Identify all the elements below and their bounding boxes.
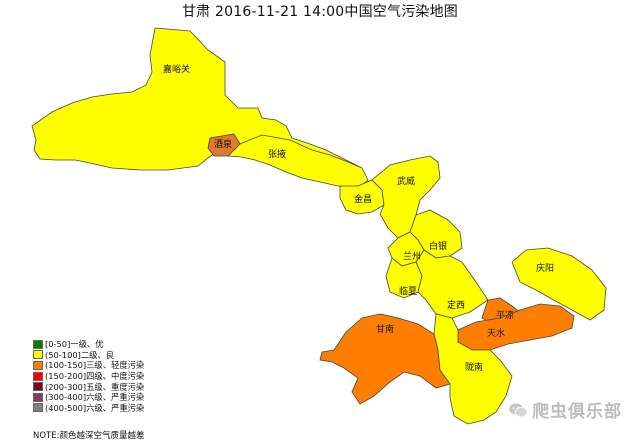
region-longnan[interactable] — [433, 313, 513, 425]
legend-swatch — [33, 339, 43, 349]
label-lanzhou: 兰州 — [403, 250, 421, 262]
label-jiuquan: 酒泉 — [214, 138, 232, 150]
legend-swatch — [33, 382, 43, 392]
region-qingyang[interactable] — [511, 247, 607, 321]
legend-item: (150-200]四级、中度污染 — [33, 371, 144, 382]
legend-swatch — [33, 350, 43, 360]
label-baiyin: 白银 — [429, 240, 447, 252]
label-jiayuguan: 嘉峪关 — [163, 63, 190, 75]
label-longnan: 陇南 — [465, 361, 483, 373]
legend-swatch — [33, 360, 43, 370]
label-qingyang: 庆阳 — [536, 262, 554, 274]
label-tianshui: 天水 — [487, 327, 505, 339]
legend-item: (400-500]六级、严重污染 — [33, 403, 144, 414]
wechat-icon — [509, 403, 528, 417]
legend: [0-50]一级、优 (50-100]二级、良 (100-150]三级、轻度污染… — [33, 339, 144, 413]
legend-item: (200-300]五级、重度污染 — [33, 381, 144, 392]
legend-swatch — [33, 403, 43, 413]
note-text: NOTE:颜色越深空气质量越差 — [33, 431, 145, 441]
region-jinchang[interactable] — [339, 179, 385, 215]
watermark: 爬虫俱乐部 — [508, 397, 622, 422]
label-linxia: 临夏 — [399, 285, 417, 297]
region-dingxi[interactable] — [415, 249, 489, 319]
label-pingliang: 平凉 — [496, 309, 514, 321]
label-gannan: 甘南 — [376, 323, 394, 335]
legend-item: [0-50]一级、优 — [33, 339, 144, 350]
map-title: 甘肃 2016-11-21 14:00中国空气污染地图 — [181, 4, 458, 20]
legend-item: (50-100]二级、良 — [33, 350, 144, 361]
label-dingxi: 定西 — [447, 299, 465, 311]
watermark-text: 爬虫俱乐部 — [532, 402, 622, 422]
legend-swatch — [33, 371, 43, 381]
region-jiuquan-city[interactable] — [207, 133, 241, 157]
label-wuwei: 武威 — [397, 175, 415, 187]
region-wuwei[interactable] — [371, 155, 441, 239]
label-zhangye: 张掖 — [268, 148, 286, 160]
legend-swatch — [33, 392, 43, 402]
legend-item: (100-150]三级、轻度污染 — [33, 360, 144, 371]
region-gannan[interactable] — [319, 313, 451, 405]
legend-item: (300-400]六级、严重污染 — [33, 392, 144, 403]
label-jinchang: 金昌 — [354, 193, 372, 205]
